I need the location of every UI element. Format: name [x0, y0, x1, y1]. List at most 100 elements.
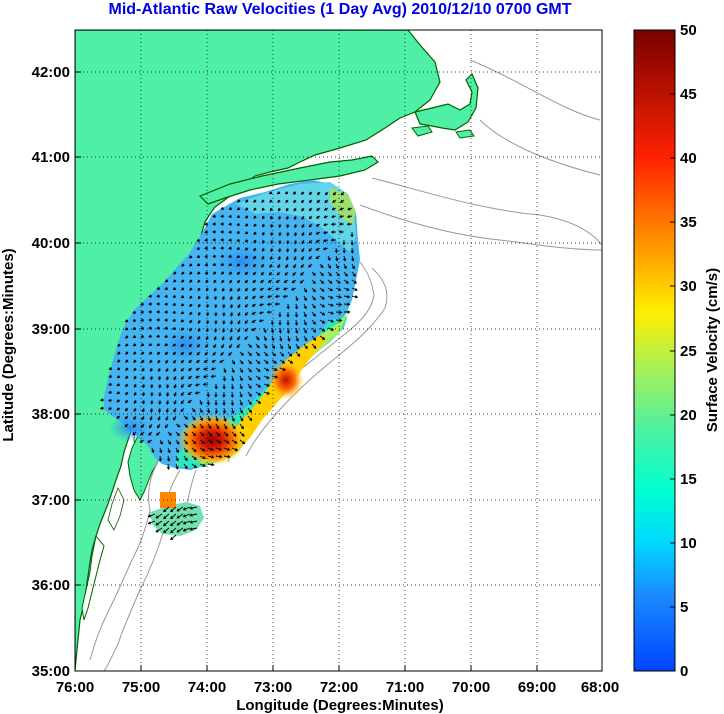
- velocity-arrow: [261, 231, 266, 236]
- velocity-coverage-area: [104, 180, 360, 470]
- velocity-arrow: [133, 351, 137, 355]
- velocity-arrow: [176, 506, 184, 512]
- velocity-arrow: [252, 263, 257, 268]
- velocity-arrow: [259, 303, 265, 307]
- velocity-arrow: [195, 367, 201, 371]
- velocity-arrow: [196, 246, 201, 250]
- velocity-arrow: [255, 399, 262, 404]
- velocity-arrow: [132, 318, 137, 322]
- velocity-arrow: [116, 407, 121, 411]
- y-tick-label: 40:00: [32, 235, 70, 252]
- colorbar-title: Surface Velocity (cm/s): [704, 268, 721, 432]
- velocity-arrow: [252, 279, 257, 284]
- velocity-arrow: [151, 447, 155, 454]
- velocity-arrow: [141, 407, 145, 413]
- velocity-arrow: [175, 447, 179, 454]
- velocity-arrow: [261, 207, 265, 212]
- velocity-arrow: [223, 447, 231, 451]
- velocity-arrow: [263, 383, 270, 387]
- velocity-arrow: [284, 271, 289, 276]
- velocity-arrow: [172, 287, 177, 290]
- velocity-arrow: [132, 431, 137, 436]
- velocity-arrow: [244, 223, 249, 227]
- velocity-arrow: [311, 311, 316, 317]
- velocity-arrow: [300, 191, 305, 195]
- velocity-arrow: [278, 327, 282, 334]
- velocity-arrow: [203, 359, 209, 363]
- velocity-arrow: [311, 303, 316, 309]
- velocity-arrow: [204, 238, 209, 242]
- velocity-arrow: [212, 271, 217, 275]
- velocity-arrow: [173, 367, 177, 372]
- colorbar-tick-label: 20: [680, 407, 697, 424]
- velocity-arrow: [230, 399, 235, 406]
- velocity-arrow: [214, 383, 218, 390]
- velocity-arrow: [164, 318, 169, 322]
- velocity-arrow: [189, 520, 198, 524]
- velocity-arrow: [189, 279, 193, 283]
- velocity-arrow: [327, 295, 334, 299]
- velocity-arrow: [263, 343, 268, 349]
- velocity-arrow: [222, 311, 226, 317]
- velocity-arrow: [282, 294, 289, 299]
- velocity-arrow: [204, 222, 209, 226]
- velocity-arrow: [197, 327, 201, 333]
- velocity-arrow: [311, 295, 316, 301]
- velocity-arrow: [148, 351, 153, 355]
- velocity-arrow: [330, 230, 337, 234]
- velocity-arrow: [165, 359, 169, 364]
- velocity-arrow: [271, 367, 278, 371]
- velocity-arrow: [147, 513, 156, 518]
- velocity-arrow: [140, 334, 145, 338]
- velocity-arrow: [322, 230, 329, 235]
- velocity-arrow: [284, 191, 289, 195]
- velocity-arrow: [220, 238, 225, 242]
- velocity-arrow: [197, 319, 201, 325]
- velocity-arrow: [228, 206, 233, 210]
- velocity-arrow: [175, 455, 179, 462]
- velocity-arrow: [346, 214, 353, 219]
- velocity-arrow: [286, 303, 290, 310]
- velocity-arrow: [303, 303, 307, 310]
- velocity-arrow: [156, 351, 161, 355]
- velocity-arrow: [252, 287, 257, 291]
- velocity-arrow: [279, 335, 283, 342]
- velocity-arrow: [132, 326, 137, 330]
- velocity-arrow: [303, 343, 308, 350]
- velocity-arrow: [286, 319, 290, 326]
- velocity-arrow: [335, 263, 339, 270]
- velocity-arrow: [191, 447, 197, 453]
- velocity-arrow: [141, 383, 146, 389]
- velocity-south-patch: [150, 502, 204, 536]
- x-tick-labels: 76:00 75:00 74:00 73:00 72:00 71:00 70:0…: [56, 679, 619, 696]
- velocity-arrow: [319, 303, 326, 308]
- velocity-arrow: [286, 247, 290, 253]
- velocity-arrow: [315, 223, 321, 227]
- velocity-arrow: [331, 207, 337, 211]
- velocity-arrow: [172, 294, 177, 298]
- velocity-arrow: [191, 455, 197, 460]
- velocity-arrow: [230, 383, 235, 390]
- velocity-arrow: [279, 359, 286, 364]
- velocity-arrow: [303, 319, 307, 326]
- velocity-arrow: [239, 351, 244, 356]
- velocity-arrow: [125, 391, 129, 396]
- velocity-arrow: [301, 255, 305, 261]
- velocity-arrow: [285, 255, 289, 261]
- velocity-arrow: [323, 222, 329, 227]
- velocity-arrow: [116, 415, 121, 419]
- velocity-arrow: [261, 215, 265, 220]
- velocity-arrow: [148, 318, 152, 322]
- velocity-arrow: [315, 239, 321, 243]
- velocity-arrow: [334, 247, 339, 254]
- velocity-arrow: [327, 327, 335, 331]
- velocity-arrow: [147, 439, 153, 443]
- velocity-arrow: [229, 303, 234, 309]
- velocity-arrow: [223, 415, 227, 422]
- velocity-arrow: [173, 271, 177, 275]
- velocity-arrow: [141, 367, 145, 372]
- velocity-arrow: [191, 431, 197, 437]
- velocity-arrow: [331, 214, 337, 219]
- y-tick-label: 39:00: [32, 321, 70, 338]
- velocity-arrow: [319, 263, 324, 269]
